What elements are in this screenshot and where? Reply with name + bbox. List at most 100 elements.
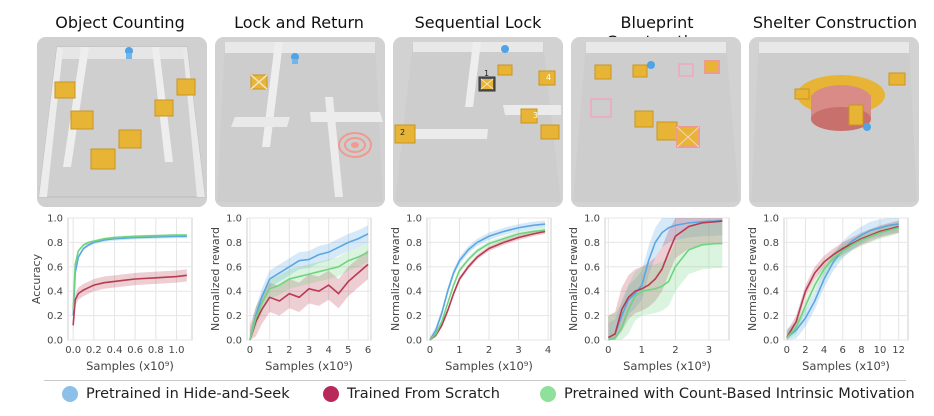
series-line-0 — [249, 233, 369, 341]
x-tick-label: 6 — [365, 345, 371, 356]
y-tick-label: 0.2 — [47, 311, 63, 322]
series-band-0 — [249, 225, 369, 340]
y-tick-label: 0.2 — [406, 311, 422, 322]
legend-item-from-scratch: Trained From Scratch — [323, 384, 500, 404]
series-line-2 — [72, 234, 187, 310]
plot-area-3 — [604, 217, 730, 341]
x-axis-label: Samples (x10⁹) — [623, 359, 711, 373]
series-band-1 — [786, 220, 899, 340]
y-tick-label: 0.6 — [226, 262, 242, 273]
y-tick-label: 0.8 — [226, 238, 242, 249]
y-tick-label: 0.0 — [763, 336, 779, 347]
x-tick-label: 4 — [545, 345, 551, 356]
panel-title-shelter-construction: Shelter Construction — [752, 13, 918, 32]
legend-dot-blue — [62, 386, 78, 402]
x-tick-label: 6 — [840, 345, 846, 356]
x-axis-label: Samples (x10⁹) — [265, 359, 353, 373]
series-line-2 — [249, 251, 369, 341]
series-line-1 — [72, 274, 187, 326]
legend-item-count-based: Pretrained with Count-Based Intrinsic Mo… — [540, 384, 915, 404]
series-line-2 — [786, 226, 899, 339]
x-tick-label: 3 — [306, 345, 312, 356]
x-tick-label: 1.0 — [169, 345, 185, 356]
y-tick-label: 0.6 — [47, 262, 63, 273]
y-tick-label: 1.0 — [406, 214, 422, 225]
x-tick-label: 2 — [286, 345, 292, 356]
series-line-0 — [429, 223, 546, 341]
y-tick-label: 0.2 — [763, 311, 779, 322]
panel-title-object-counting: Object Counting — [55, 13, 185, 32]
series-line-2 — [429, 229, 546, 341]
y-tick-label: 0.2 — [584, 311, 600, 322]
y-tick-label: 1.0 — [763, 214, 779, 225]
x-tick-label: 2 — [486, 345, 492, 356]
series-band-1 — [608, 218, 723, 340]
legend-label-from-scratch: Trained From Scratch — [347, 386, 500, 402]
y-axis-label: Normalized reward — [567, 227, 580, 331]
series-band-1 — [249, 249, 369, 340]
y-tick-label: 1.0 — [226, 214, 242, 225]
y-tick-label: 0.8 — [406, 238, 422, 249]
series-line-1 — [786, 225, 899, 338]
y-tick-label: 0.6 — [584, 262, 600, 273]
x-tick-label: 0.8 — [148, 345, 164, 356]
y-tick-label: 0.6 — [406, 262, 422, 273]
y-axis-label: Normalized reward — [389, 227, 402, 331]
y-axis-label: Normalized reward — [746, 227, 759, 331]
scene-object-counting — [37, 37, 207, 207]
scene-sequential-lock: 1 2 3 4 — [393, 37, 563, 207]
series-line-1 — [429, 230, 546, 341]
scene-shelter-construction — [749, 37, 919, 207]
svg-text:2: 2 — [400, 128, 405, 137]
panel-title-sequential-lock: Sequential Lock — [414, 13, 542, 32]
x-tick-label: 0 — [605, 345, 611, 356]
y-tick-label: 1.0 — [47, 214, 63, 225]
x-tick-label: 0 — [247, 345, 253, 356]
x-axis-label: Samples (x10⁹) — [445, 359, 533, 373]
series-line-0 — [72, 235, 187, 316]
y-axis-label: Normalized reward — [209, 227, 222, 331]
y-tick-label: 0.8 — [763, 238, 779, 249]
series-band-0 — [608, 218, 723, 340]
series-line-1 — [607, 220, 723, 339]
x-tick-label: 2 — [672, 345, 678, 356]
legend-dot-green — [540, 386, 556, 402]
svg-text:3: 3 — [533, 111, 538, 120]
y-tick-label: 0.8 — [47, 238, 63, 249]
y-tick-label: 0.4 — [406, 287, 422, 298]
x-tick-label: 4 — [325, 345, 331, 356]
x-tick-label: 3 — [706, 345, 712, 356]
scene-lock-and-return — [215, 37, 385, 207]
x-tick-label: 2 — [802, 345, 808, 356]
x-tick-label: 0.6 — [127, 345, 143, 356]
x-tick-label: 3 — [515, 345, 521, 356]
legend-dot-red — [323, 386, 339, 402]
x-tick-label: 0.2 — [86, 345, 102, 356]
y-tick-label: 0.6 — [763, 262, 779, 273]
legend-label-count-based: Pretrained with Count-Based Intrinsic Mo… — [564, 386, 915, 402]
series-line-1 — [249, 263, 369, 341]
legend-label-hide-and-seek: Pretrained in Hide-and-Seek — [86, 386, 290, 402]
x-tick-label: 10 — [874, 345, 887, 356]
svg-text:4: 4 — [546, 73, 551, 82]
x-axis-label: Samples (x10⁹) — [86, 359, 174, 373]
x-tick-label: 12 — [892, 345, 905, 356]
x-tick-label: 8 — [858, 345, 864, 356]
series-band-1 — [429, 228, 546, 340]
y-axis-label: Accuracy — [30, 253, 43, 304]
series-band-0 — [786, 218, 899, 340]
x-tick-label: 4 — [821, 345, 827, 356]
legend-item-hide-and-seek: Pretrained in Hide-and-Seek — [62, 384, 290, 404]
x-tick-label: 0 — [784, 345, 790, 356]
x-tick-label: 5 — [345, 345, 351, 356]
x-tick-label: 0.4 — [107, 345, 123, 356]
series-line-2 — [608, 242, 723, 341]
x-axis-label: Samples (x10⁹) — [802, 359, 890, 373]
series-line-0 — [786, 223, 899, 339]
y-tick-label: 1.0 — [584, 214, 600, 225]
series-line-0 — [607, 219, 723, 339]
x-tick-label: 1 — [456, 345, 462, 356]
y-tick-label: 0.4 — [584, 287, 600, 298]
y-tick-label: 0.2 — [226, 311, 242, 322]
